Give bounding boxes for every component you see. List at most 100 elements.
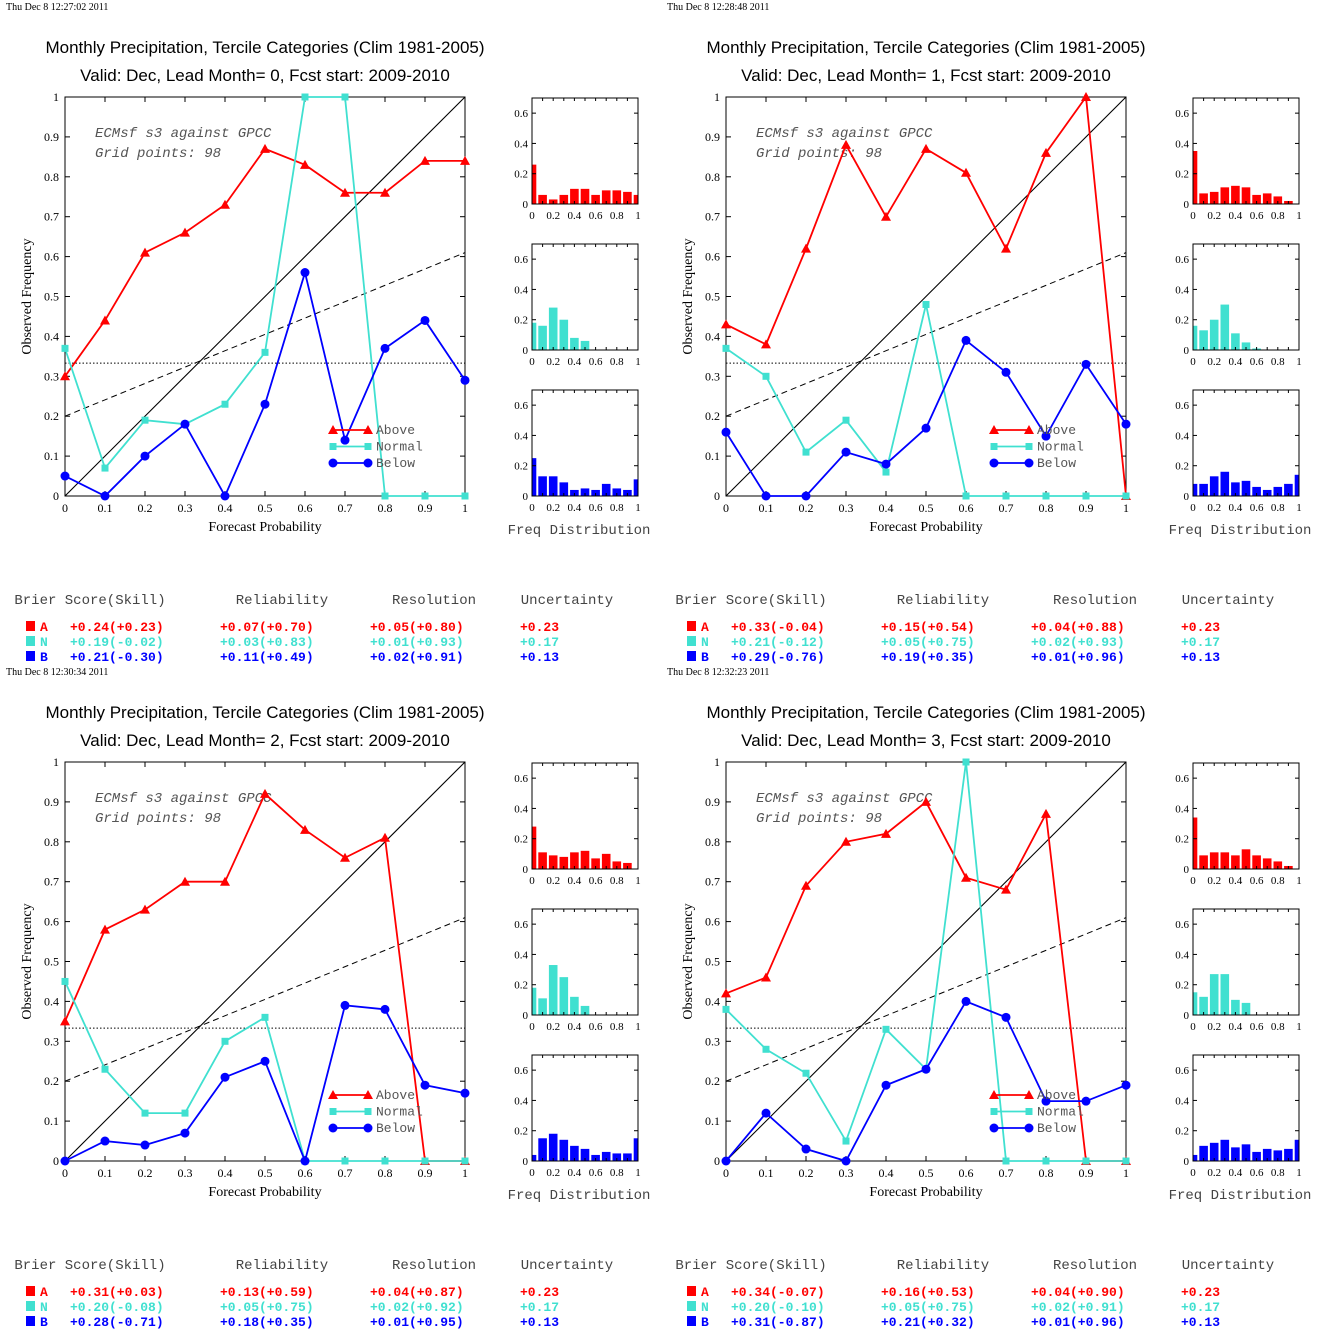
hist-bar-above <box>559 856 569 869</box>
series-line-above <box>64 147 465 377</box>
legend-marker-above <box>363 1090 373 1099</box>
hist-x-tick-label: 0.4 <box>1229 875 1243 887</box>
chart-subtitle: Valid: Dec, Lead Month= 3, Fcst start: 2… <box>741 731 1111 750</box>
x-tick-label: 0.5 <box>919 501 934 515</box>
hist-y-tick-label: 0 <box>523 864 529 876</box>
series-line-below <box>64 1004 466 1164</box>
data-point-below <box>140 451 150 461</box>
hist-y-tick-label: 0.6 <box>514 919 528 931</box>
hist-x-tick-label: 1 <box>1296 210 1302 222</box>
y-tick-label: 0.6 <box>705 915 720 929</box>
hist-x-tick-label: 0.4 <box>568 210 582 222</box>
hist-x-tick-label: 0.6 <box>589 356 603 368</box>
data-point-below <box>841 447 851 457</box>
data-point-above <box>921 796 931 806</box>
data-point-below <box>180 1128 190 1138</box>
hist-bar-normal <box>1231 333 1240 350</box>
annotation-line: Grid points: 98 <box>756 811 882 827</box>
hist-y-tick-label: 0.4 <box>514 138 528 150</box>
data-point-above <box>841 836 851 846</box>
legend-marker-above <box>363 425 373 434</box>
hist-bar-normal <box>1231 999 1240 1015</box>
hist-y-tick-label: 0.4 <box>1175 803 1189 815</box>
data-point-above <box>1001 243 1011 253</box>
data-point-normal <box>381 1157 389 1165</box>
y-tick-label: 0.8 <box>44 170 59 184</box>
hist-bar-above <box>1273 196 1283 204</box>
data-point-below <box>380 343 390 353</box>
y-tick-label: 0.6 <box>44 250 59 264</box>
y-tick-label: 0.9 <box>705 795 720 809</box>
data-point-above <box>60 371 70 381</box>
hist-x-tick-label: 0.2 <box>546 1021 560 1033</box>
hist-x-tick-label: 0.4 <box>1229 356 1243 368</box>
score-resolution: +0.01(+0.95) <box>370 1315 464 1330</box>
score-resolution: +0.05(+0.80) <box>370 620 464 635</box>
legend-marker-above <box>328 425 338 434</box>
x-tick-label: 0 <box>723 501 729 515</box>
hist-x-tick-label: 0.6 <box>1250 875 1264 887</box>
hist-x-tick-label: 0.2 <box>1207 1167 1221 1179</box>
data-point-below <box>180 419 190 429</box>
data-point-above <box>140 247 150 257</box>
y-tick-label: 0.6 <box>705 250 720 264</box>
hist-y-tick-label: 0 <box>1184 1156 1190 1168</box>
data-point-normal <box>341 93 349 101</box>
hist-bar-above <box>559 194 569 204</box>
hist-y-tick-label: 0 <box>523 1156 529 1168</box>
x-tick-label: 0.4 <box>218 1166 233 1180</box>
score-cat: A <box>701 1285 709 1300</box>
hist-bar-below <box>1209 476 1219 496</box>
score-swatch-above <box>687 1286 696 1296</box>
x-tick-label: 0.7 <box>999 1166 1014 1180</box>
timestamp: Thu Dec 8 12:30:34 2011 <box>6 667 108 678</box>
score-resolution: +0.01(+0.93) <box>370 635 464 650</box>
hist-x-tick-label: 0 <box>1190 1021 1196 1033</box>
x-tick-label: 0.1 <box>759 501 774 515</box>
hist-bar-below <box>580 1148 590 1161</box>
data-point-above <box>721 988 731 998</box>
hist-y-tick-label: 0.6 <box>1175 1065 1189 1077</box>
hist-bar-above <box>580 188 590 204</box>
hist-bar-below <box>538 1138 547 1161</box>
hist-bar-normal <box>1241 1002 1251 1015</box>
data-point-normal <box>762 372 770 380</box>
data-point-normal <box>1122 1157 1130 1165</box>
legend-marker-normal <box>990 1108 998 1115</box>
hist-bar-normal <box>1193 325 1198 350</box>
hist-bar-below <box>1193 1154 1198 1161</box>
legend-marker-normal <box>329 1108 337 1115</box>
data-point-below <box>420 315 430 325</box>
no-skill-line <box>64 252 466 417</box>
y-tick-label: 0.2 <box>705 1074 720 1088</box>
data-point-normal <box>802 448 810 456</box>
score-uncertainty: +0.13 <box>1181 1315 1220 1330</box>
hist-bar-below <box>1252 486 1261 496</box>
hist-bar-above <box>623 191 632 204</box>
hist-bar-above <box>1262 858 1272 869</box>
hist-x-tick-label: 1 <box>1296 356 1302 368</box>
hist-y-tick-label: 0.6 <box>514 400 528 412</box>
hist-bar-above <box>1241 187 1251 204</box>
score-brier: +0.28(-0.71) <box>70 1315 164 1330</box>
hist-x-tick-label: 0.4 <box>1229 1167 1243 1179</box>
x-tick-label: 1 <box>1123 501 1129 515</box>
data-point-above <box>961 167 971 177</box>
score-resolution: +0.02(+0.92) <box>370 1300 464 1315</box>
hist-x-tick-label: 0.6 <box>589 1167 603 1179</box>
hist-bar-normal <box>1220 304 1230 350</box>
hist-bar-normal <box>570 996 579 1015</box>
data-point-below <box>60 1156 70 1166</box>
score-swatch-above <box>26 621 35 631</box>
score-swatch-below <box>687 1316 696 1326</box>
data-point-normal <box>1082 492 1090 500</box>
score-reliability: +0.19(+0.35) <box>881 650 975 665</box>
hist-bar-below <box>1273 486 1283 496</box>
hist-x-tick-label: 0 <box>529 1167 535 1179</box>
hist-y-tick-label: 0.2 <box>1175 461 1189 473</box>
data-point-above <box>761 339 771 349</box>
score-cat: N <box>701 635 709 650</box>
data-point-below <box>340 435 350 445</box>
hist-y-tick-label: 0.2 <box>514 169 528 181</box>
